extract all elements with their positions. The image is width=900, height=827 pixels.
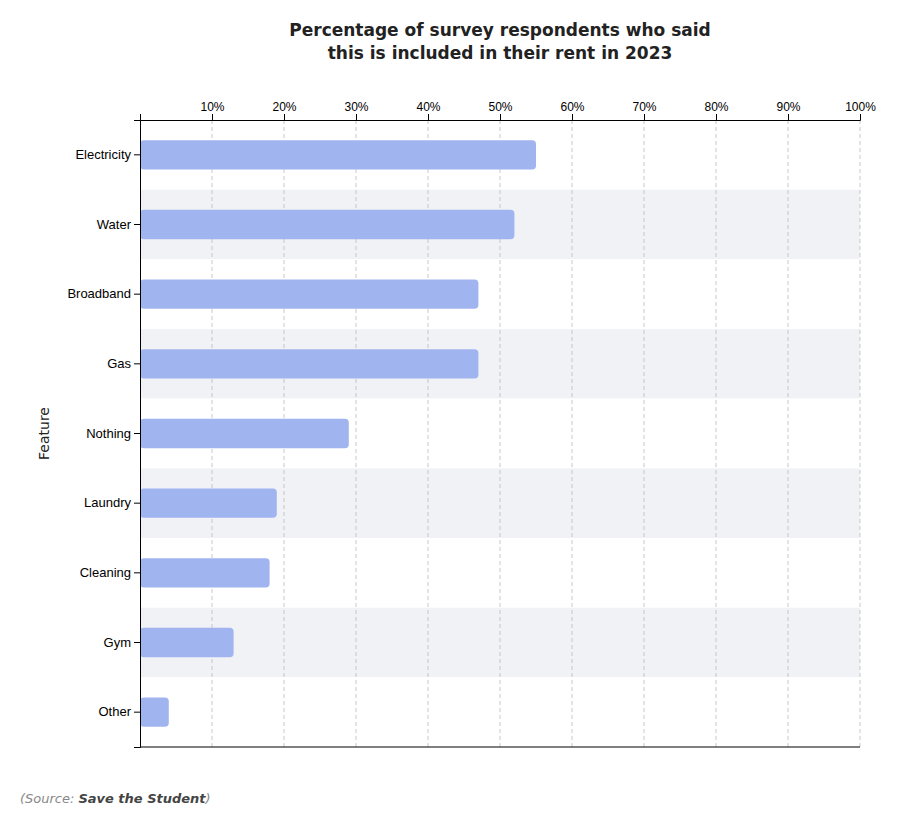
x-tick: 30%	[344, 100, 368, 120]
y-tick-mark	[134, 572, 140, 573]
y-tick-label: Nothing	[86, 426, 131, 441]
source-note: (Source: Save the Student)	[20, 791, 211, 806]
y-tick-label: Gas	[107, 356, 131, 371]
grid-line	[716, 120, 717, 747]
y-tick-label: Laundry	[84, 495, 131, 510]
bar	[140, 489, 277, 518]
y-tick: Other	[98, 704, 140, 719]
x-tick: 60%	[560, 100, 584, 120]
y-tick: Gym	[104, 635, 140, 650]
y-tick: Nothing	[86, 426, 140, 441]
bar	[140, 140, 536, 169]
y-axis-title: Feature	[36, 407, 52, 460]
source-part: )	[205, 791, 211, 806]
y-tick: Broadband	[67, 286, 140, 301]
y-tick-label: Other	[98, 704, 131, 719]
y-tick-label: Cleaning	[80, 565, 131, 580]
y-tick-mark	[134, 154, 140, 155]
y-tick-mark	[134, 433, 140, 434]
bar	[140, 558, 270, 587]
x-tick-mark	[860, 114, 861, 120]
row-bands	[140, 120, 860, 747]
grid-line	[572, 120, 573, 747]
bars	[140, 140, 536, 727]
x-tick-mark	[428, 114, 429, 120]
x-tick-mark	[284, 114, 285, 120]
y-axis: Electricity Water Broadband Gas Nothing Laund…	[67, 121, 140, 748]
x-tick-mark	[716, 114, 717, 120]
x-tick: 90%	[776, 100, 800, 120]
x-tick-label: 40%	[416, 100, 440, 114]
x-tick-mark	[356, 114, 357, 120]
x-tick-mark	[212, 114, 213, 120]
x-tick-label: 10%	[200, 100, 224, 114]
x-tick-label: 50%	[488, 100, 512, 114]
x-tick: 50%	[488, 100, 512, 120]
y-tick-label: Gym	[104, 635, 131, 650]
source-part: Save the Student	[78, 791, 206, 806]
x-tick: 100%	[845, 100, 876, 120]
x-tick-mark	[788, 114, 789, 120]
x-tick-mark	[644, 114, 645, 120]
y-tick: Gas	[107, 356, 140, 371]
y-tick: Water	[97, 217, 140, 232]
plot: 10% 20% 30% 40% 50% 60% 70% 80% 90% 100% Electrici…	[67, 100, 876, 748]
grid-line	[860, 120, 861, 747]
bar	[140, 628, 234, 657]
x-tick-label: 90%	[776, 100, 800, 114]
x-tick-label: 30%	[344, 100, 368, 114]
y-tick-label: Water	[97, 217, 132, 232]
y-tick-mark	[134, 712, 140, 713]
y-tick-mark	[134, 363, 140, 364]
y-tick-mark	[134, 224, 140, 225]
x-tick-mark	[572, 114, 573, 120]
grid-line	[644, 120, 645, 747]
x-axis-line	[141, 114, 861, 121]
x-tick: 10%	[200, 100, 224, 120]
y-tick: Laundry	[84, 495, 140, 510]
y-tick: Cleaning	[80, 565, 140, 580]
x-axis: 10% 20% 30% 40% 50% 60% 70% 80% 90% 100%	[141, 100, 877, 121]
grid-line	[788, 120, 789, 747]
y-tick-mark	[134, 642, 140, 643]
bar	[140, 210, 514, 239]
y-tick: Electricity	[75, 147, 140, 162]
chart: 10% 20% 30% 40% 50% 60% 70% 80% 90% 100% Electrici…	[0, 0, 900, 827]
title: Percentage of survey respondents who sai…	[289, 20, 710, 63]
x-tick-label: 80%	[704, 100, 728, 114]
plot-frame	[140, 747, 860, 748]
x-tick: 40%	[416, 100, 440, 120]
bar	[140, 419, 349, 448]
y-tick-label: Broadband	[67, 286, 131, 301]
bar	[140, 698, 169, 727]
x-tick-label: 100%	[845, 100, 876, 114]
x-tick-label: 20%	[272, 100, 296, 114]
x-tick-mark	[500, 114, 501, 120]
x-tick: 20%	[272, 100, 296, 120]
x-tick-label: 60%	[560, 100, 584, 114]
x-tick: 80%	[704, 100, 728, 120]
y-tick-mark	[134, 503, 140, 504]
x-tick: 70%	[632, 100, 656, 120]
source-part: (Source:	[20, 791, 74, 806]
x-tick-label: 70%	[632, 100, 656, 114]
y-tick-label: Electricity	[75, 147, 131, 162]
y-axis-line	[134, 121, 141, 748]
bar	[140, 280, 478, 309]
bar	[140, 349, 478, 378]
y-tick-mark	[134, 294, 140, 295]
